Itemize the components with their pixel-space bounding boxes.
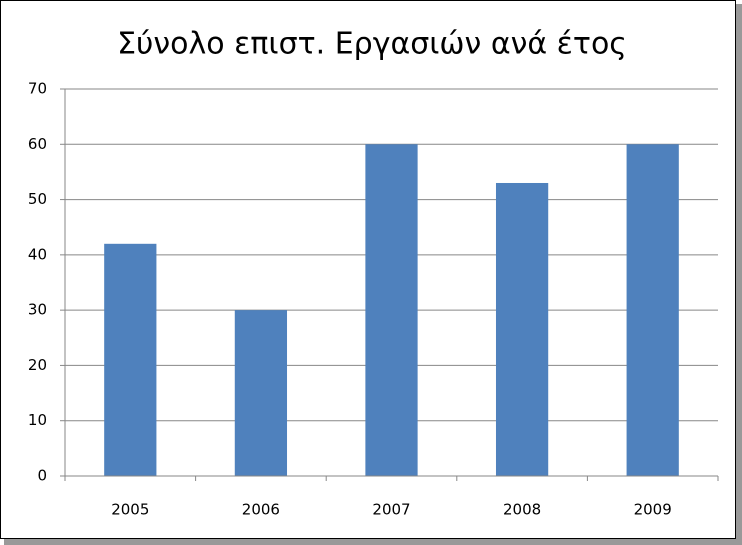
x-tick-label: 2009: [634, 501, 672, 519]
y-tick-label: 50: [28, 190, 47, 208]
bar: [365, 144, 418, 477]
y-tick-label: 20: [28, 356, 47, 374]
x-tick-label: 2006: [242, 501, 280, 519]
frame-shadow: [736, 4, 742, 545]
bar: [495, 182, 549, 476]
y-tick-label: 40: [28, 245, 47, 263]
y-tick-label: 30: [28, 301, 47, 319]
y-tick-label: 60: [28, 135, 47, 153]
x-tick-label: 2007: [372, 501, 410, 519]
x-tick-label: 2008: [503, 501, 541, 519]
y-tick-label: 10: [28, 411, 47, 429]
frame-shadow: [4, 539, 742, 545]
x-tick-label: 2005: [111, 501, 149, 519]
y-tick-label: 0: [37, 467, 47, 485]
bar: [626, 144, 679, 477]
y-tick-label: 70: [28, 80, 47, 98]
chart-title: Σύνολο επιστ. Εργασιών ανά έτος: [117, 27, 627, 62]
bar: [234, 310, 288, 476]
bar: [104, 243, 157, 476]
